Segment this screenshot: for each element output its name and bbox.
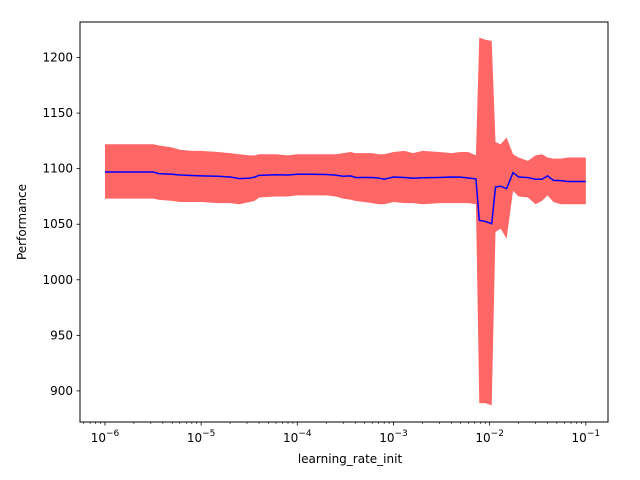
y-tick-label: 1000 bbox=[42, 273, 73, 287]
x-tick-label: 10−3 bbox=[379, 429, 408, 445]
y-tick-label: 1150 bbox=[42, 106, 73, 120]
y-tick-label: 1100 bbox=[42, 162, 73, 176]
y-tick-label: 950 bbox=[50, 328, 73, 342]
x-axis: 10−6 10−5 10−4 10−3 10−2 10−1 bbox=[83, 422, 601, 445]
x-tick-label: 10−6 bbox=[91, 429, 120, 445]
y-tick-label: 900 bbox=[50, 384, 73, 398]
mean-performance-line-0 bbox=[104, 171, 586, 225]
y-axis-label: Performance bbox=[15, 184, 29, 260]
x-axis-label: learning_rate_init bbox=[298, 452, 403, 466]
x-tick-label: 10−1 bbox=[572, 429, 601, 445]
y-tick-label: 1050 bbox=[42, 217, 73, 231]
x-tick-label: 10−2 bbox=[475, 429, 504, 445]
plot-area bbox=[104, 37, 586, 406]
axes-frame bbox=[79, 21, 609, 423]
x-tick-label: 10−4 bbox=[283, 429, 312, 445]
confidence-band-0 bbox=[104, 37, 586, 406]
y-axis: 900 950 1000 1050 1100 1150 1200 bbox=[42, 51, 80, 398]
x-tick-label: 10−5 bbox=[187, 429, 216, 445]
y-tick-label: 1200 bbox=[42, 51, 73, 65]
